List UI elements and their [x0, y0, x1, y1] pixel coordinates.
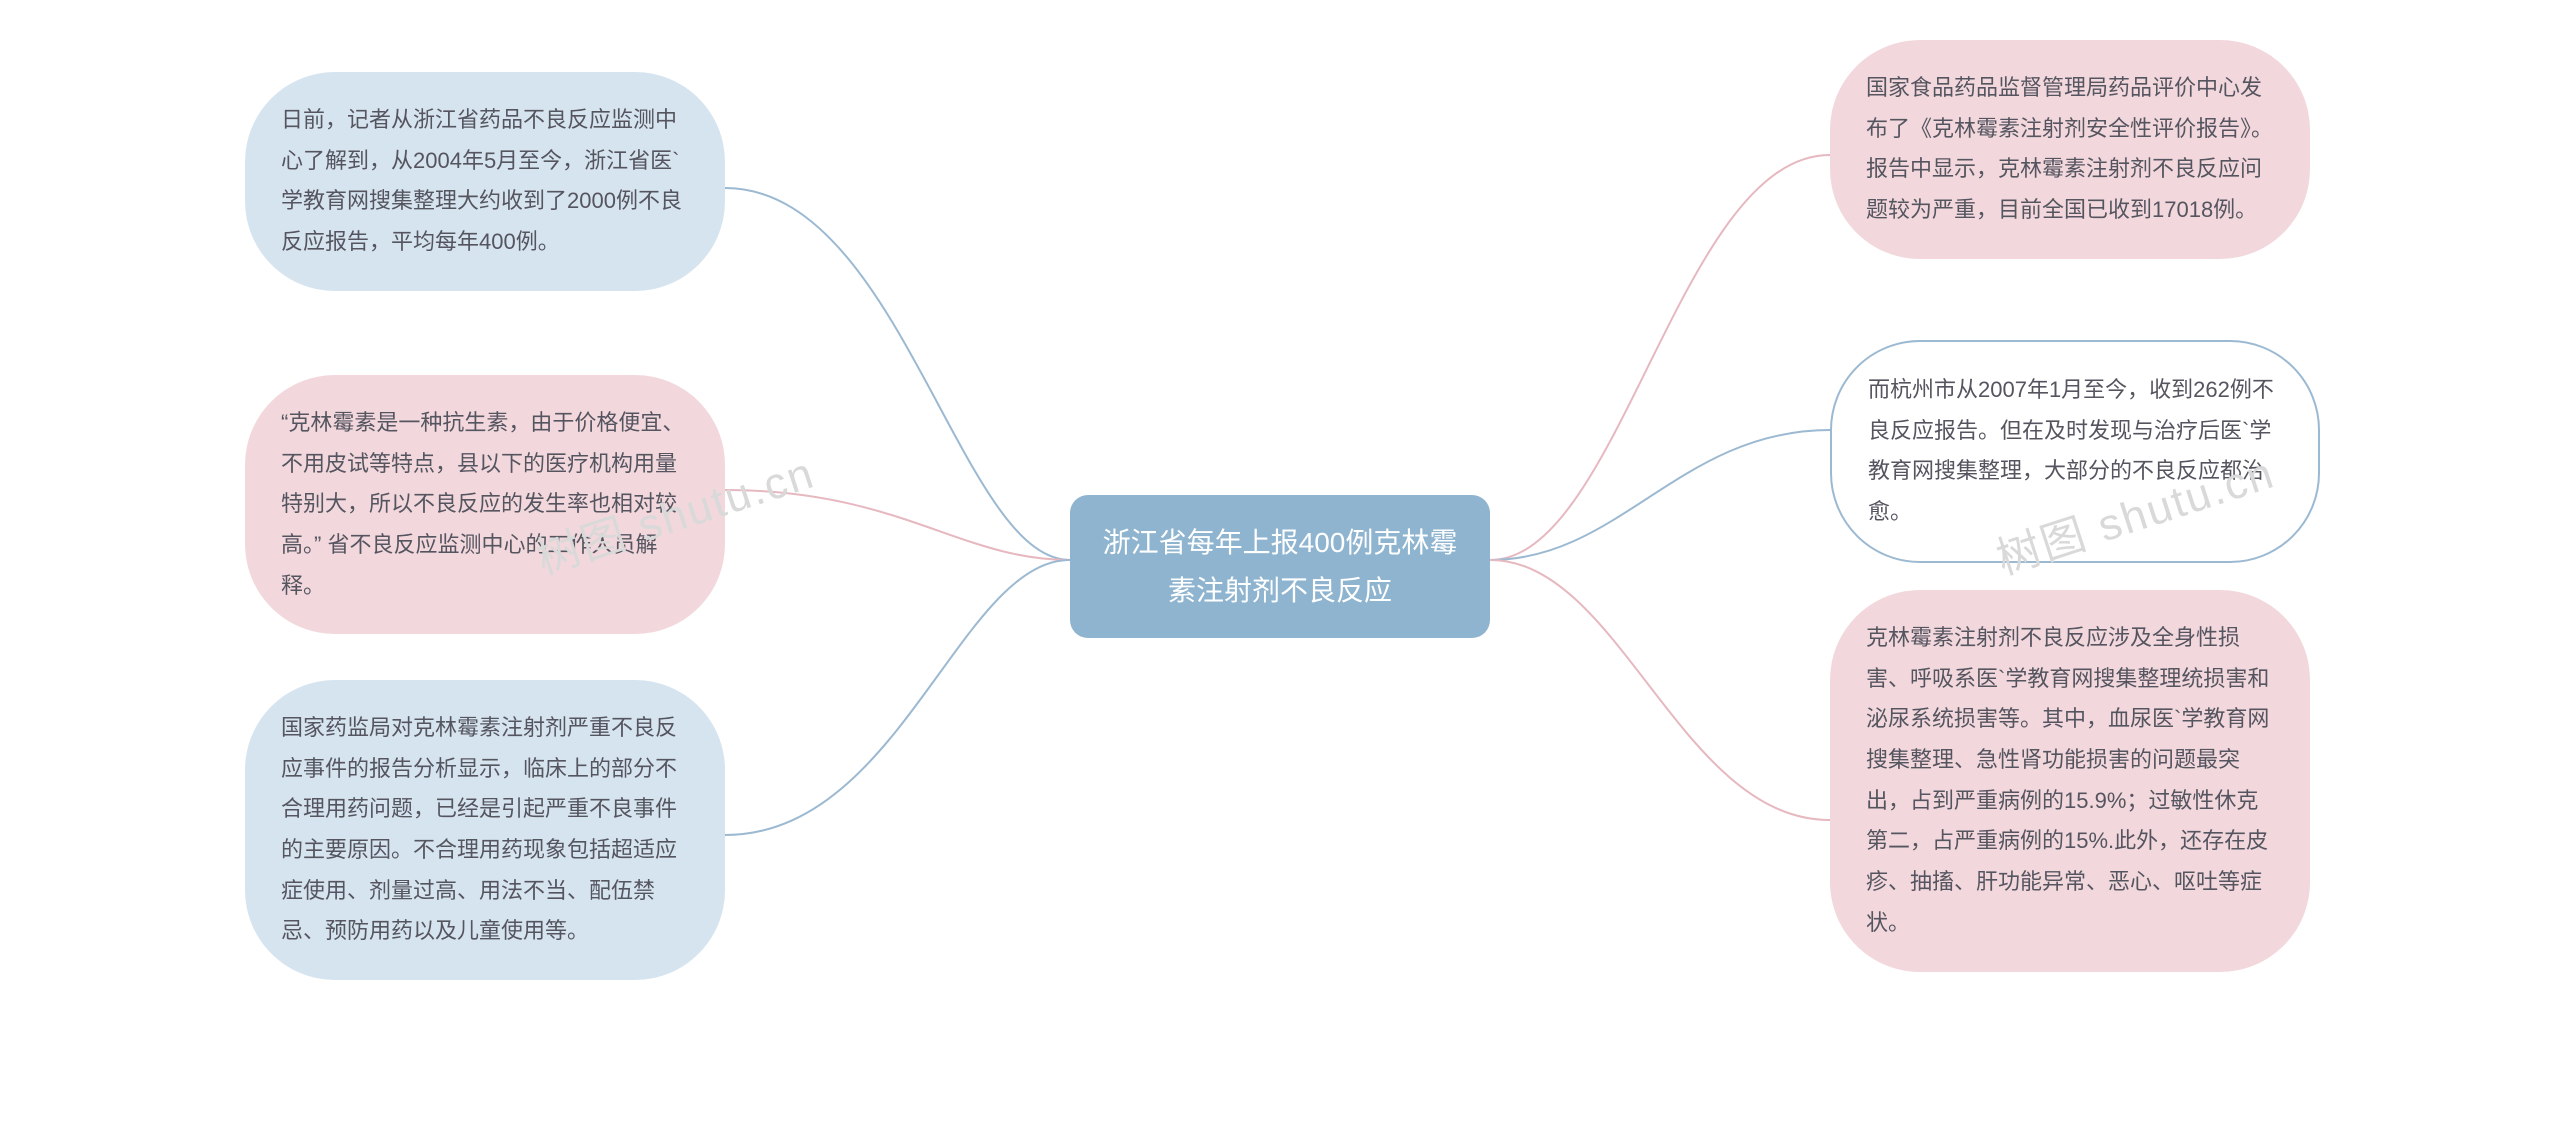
right-node-2: 而杭州市从2007年1月至今，收到262例不良反应报告。但在及时发现与治疗后医`… — [1830, 340, 2320, 563]
right-node-3: 克林霉素注射剂不良反应涉及全身性损害、呼吸系医`学教育网搜集整理统损害和泌尿系统… — [1830, 590, 2310, 972]
left-node-1: 日前，记者从浙江省药品不良反应监测中心了解到，从2004年5月至今，浙江省医`学… — [245, 72, 725, 291]
left-node-2: “克林霉素是一种抗生素，由于价格便宜、不用皮试等特点，县以下的医疗机构用量特别大… — [245, 375, 725, 634]
center-node: 浙江省每年上报400例克林霉素注射剂不良反应 — [1070, 495, 1490, 638]
right-node-1: 国家食品药品监督管理局药品评价中心发布了《克林霉素注射剂安全性评价报告》。报告中… — [1830, 40, 2310, 259]
left-node-3: 国家药监局对克林霉素注射剂严重不良反应事件的报告分析显示，临床上的部分不合理用药… — [245, 680, 725, 980]
